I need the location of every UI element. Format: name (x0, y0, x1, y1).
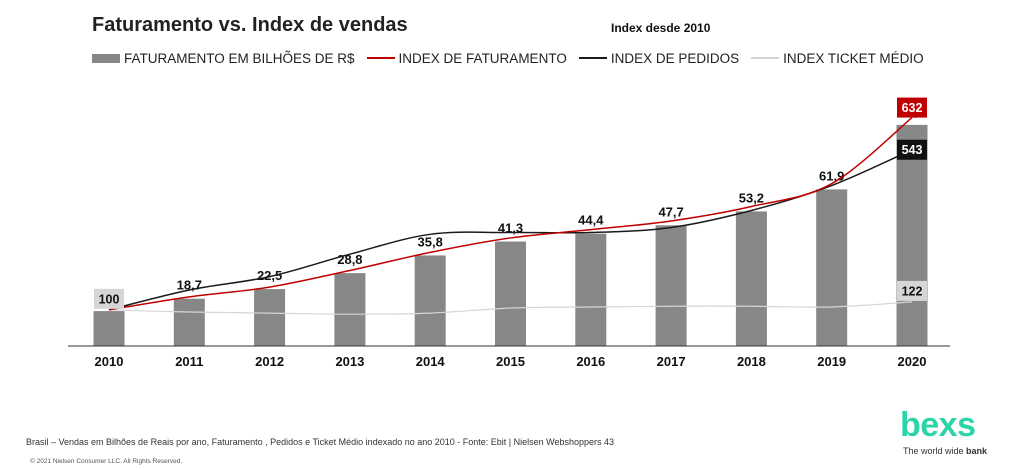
x-tick-label-2018: 2018 (737, 354, 766, 369)
bar-2011 (173, 298, 205, 346)
bar-value-label-2016: 44,4 (578, 213, 604, 228)
callout-box-index-de-pedidos-2020 (897, 139, 927, 160)
copyright-notice: © 2021 Nielsen Consumer LLC. All Rights … (30, 458, 183, 465)
legend-line-faturamento (366, 57, 395, 59)
legend-label-ticket: INDEX TICKET MÉDIO (783, 50, 924, 66)
legend-item-faturamento-bars: FATURAMENTO EM BILHÕES DE R$ (92, 51, 355, 66)
callout-box-index-ticket-medio-2020 (897, 280, 927, 301)
bar-2010 (93, 311, 125, 346)
bar-value-label-2012: 22,5 (257, 268, 282, 283)
bar-2017 (655, 225, 687, 346)
callout-label-index-ticket-medio-2020: 122 (902, 284, 923, 298)
bar-value-label-2014: 35,8 (418, 234, 443, 249)
series-line-index-ticket-medio (108, 301, 913, 315)
bar-value-label-2018: 53,2 (739, 190, 764, 205)
x-tick-label-2010: 2010 (95, 354, 124, 369)
x-tick-label-2016: 2016 (576, 354, 605, 369)
bexs-tagline: The world wide bank (903, 446, 987, 456)
bar-2019 (816, 189, 848, 346)
x-tick-label-2015: 2015 (496, 354, 525, 369)
legend-swatch-bars (92, 53, 120, 63)
bar-value-label-2019: 61,9 (819, 168, 844, 183)
legend-line-ticket (751, 57, 780, 59)
x-tick-label-2020: 2020 (898, 354, 927, 369)
x-tick-label-2019: 2019 (817, 354, 846, 369)
callout-box-index-de-faturamento-2020 (897, 97, 927, 118)
legend-item-index-pedidos: INDEX DE PEDIDOS (578, 50, 740, 66)
chart-subtitle: Index desde 2010 (611, 21, 711, 35)
source-footnote: Brasil – Vendas em Bilhões de Reais por … (26, 437, 615, 447)
bar-2014 (414, 255, 446, 346)
tagline-prefix: The world wide (903, 446, 967, 456)
x-tick-label-2011: 2011 (175, 354, 203, 369)
bar-2016 (575, 233, 607, 346)
bar-2013 (334, 273, 366, 346)
legend-label-bars: FATURAMENTO EM BILHÕES DE R$ (124, 50, 355, 66)
x-tick-label-2017: 2017 (657, 354, 686, 369)
bar-2018 (735, 211, 767, 346)
x-tick-label-2014: 2014 (416, 354, 446, 369)
chart-legend: FATURAMENTO EM BILHÕES DE R$ INDEX DE FA… (92, 48, 936, 68)
legend-item-index-ticket: INDEX TICKET MÉDIO (751, 51, 924, 66)
legend-label-pedidos: INDEX DE PEDIDOS (610, 50, 740, 66)
series-line-index-de-faturamento (108, 116, 913, 311)
series-line-index-de-pedidos (108, 149, 913, 311)
bar-value-label-2017: 47,7 (658, 204, 683, 219)
bar-2015 (495, 241, 526, 346)
bexs-logo: bexs (900, 406, 976, 444)
callout-box-index-ticket-medio-2010 (94, 288, 124, 309)
callout-label-index-de-pedidos-2020: 543 (902, 143, 923, 157)
chart-title: Faturamento vs. Index de vendas (92, 14, 408, 36)
legend-line-pedidos (578, 57, 607, 59)
legend-label-faturamento: INDEX DE FATURAMENTO (398, 50, 567, 66)
legend-item-index-faturamento: INDEX DE FATURAMENTO (366, 50, 567, 66)
bar-2020 (896, 124, 928, 347)
callout-label-index-ticket-medio-2010: 100 (99, 292, 120, 306)
callout-label-index-de-faturamento-2020: 632 (902, 101, 923, 115)
tagline-bold: bank (966, 446, 988, 456)
bar-2012 (254, 289, 286, 346)
x-tick-label-2013: 2013 (335, 354, 364, 369)
x-tick-label-2012: 2012 (255, 354, 284, 369)
